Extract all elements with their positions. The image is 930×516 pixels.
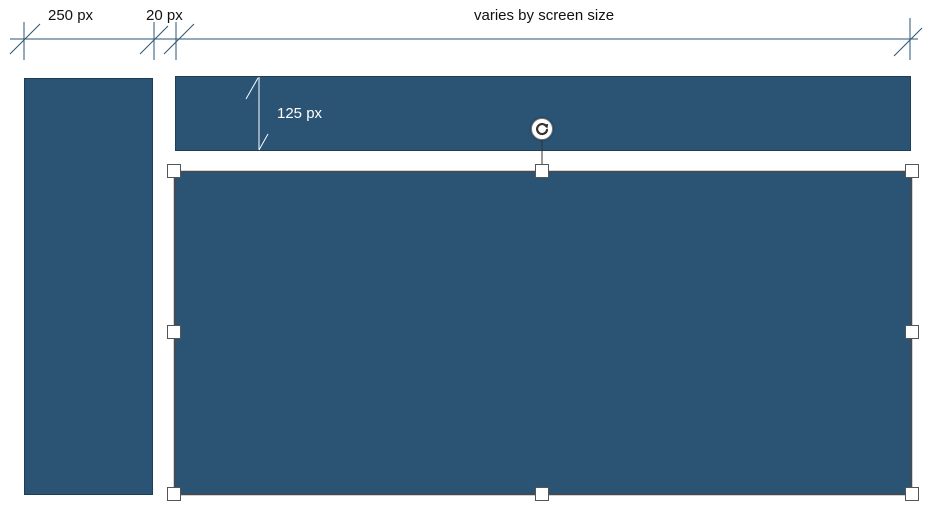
header-height-label: 125 px (277, 105, 323, 122)
resize-handle-bottom-left[interactable] (167, 487, 181, 501)
resize-handle-top-right[interactable] (905, 164, 919, 178)
resize-handle-top-left[interactable] (167, 164, 181, 178)
dimension-tick-content-start-slash (163, 23, 195, 55)
gutter-width-label: 20 px (146, 7, 183, 24)
dimension-tick-left-slash (9, 23, 41, 55)
resize-handle-middle-left[interactable] (167, 325, 181, 339)
content-block[interactable] (173, 170, 913, 496)
sidebar-width-label: 250 px (48, 7, 94, 24)
content-width-label: varies by screen size (474, 7, 615, 24)
rotate-icon[interactable] (531, 118, 553, 140)
dimension-tick-sidebar-end-slash (139, 25, 169, 55)
resize-handle-middle-right[interactable] (905, 325, 919, 339)
resize-handle-top-center[interactable] (535, 164, 549, 178)
resize-handle-bottom-center[interactable] (535, 487, 549, 501)
resize-handle-bottom-right[interactable] (905, 487, 919, 501)
header-height-tick-top (245, 77, 259, 100)
sidebar-block (24, 78, 153, 495)
header-height-tick-bottom (258, 133, 269, 151)
dimension-tick-right-slash (893, 27, 923, 57)
